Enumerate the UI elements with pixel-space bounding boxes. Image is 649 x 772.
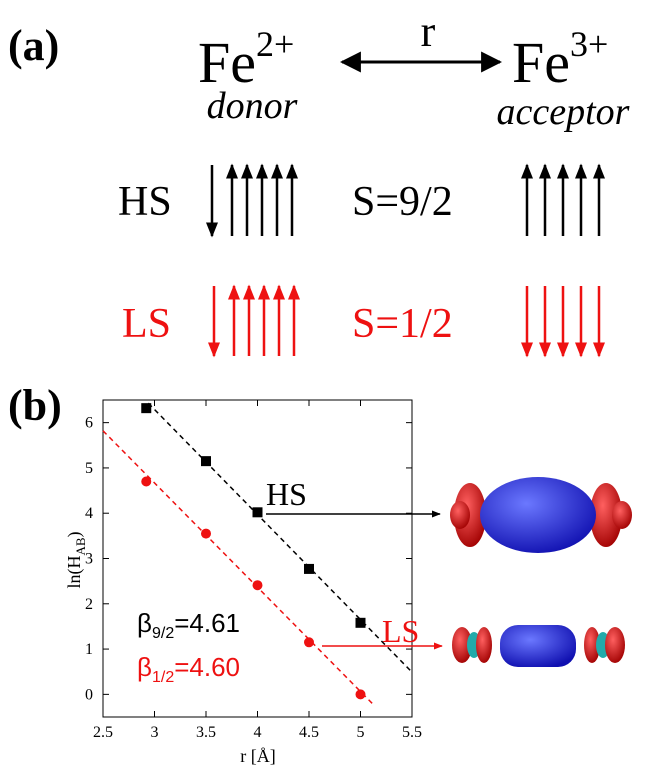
data-point — [141, 477, 151, 487]
distance-label: r — [421, 7, 436, 56]
x-axis-label: r [Å] — [240, 746, 275, 766]
y-tick-label: 2 — [85, 596, 93, 613]
x-tick-label: 4.5 — [299, 724, 319, 741]
data-point — [356, 618, 366, 628]
panel-label: (b) — [8, 381, 62, 430]
data-point — [253, 507, 263, 517]
x-tick-label: 4 — [254, 724, 262, 741]
acceptor-ion: Fe3+ — [512, 24, 608, 95]
data-point — [141, 403, 151, 413]
x-tick-label: 3.5 — [196, 724, 216, 741]
acceptor-label: acceptor — [497, 91, 630, 133]
data-point — [253, 580, 263, 590]
y-tick-label: 1 — [85, 641, 93, 658]
x-tick-label: 5.5 — [402, 724, 422, 741]
x-tick-label: 5 — [357, 724, 365, 741]
ls-label: LS — [122, 301, 171, 347]
hs-spin: S=9/2 — [352, 179, 453, 225]
data-point — [201, 456, 211, 466]
hs-orbital — [450, 477, 632, 553]
ls-spin: S=1/2 — [352, 301, 453, 347]
beta-annotation: β1/2=4.60 — [137, 652, 240, 686]
x-tick-label: 3 — [151, 724, 159, 741]
series-label: HS — [266, 476, 307, 512]
data-point — [356, 689, 366, 699]
data-point — [201, 529, 211, 539]
beta-annotation: β9/2=4.61 — [137, 608, 240, 642]
panel-label: (a) — [8, 21, 59, 70]
x-tick-label: 2.5 — [93, 724, 113, 741]
y-tick-label: 5 — [85, 460, 93, 477]
figure: (a) Fe2+ Fe3+ r donor acceptor HS S=9/2 … — [0, 0, 649, 772]
y-tick-label: 0 — [85, 686, 93, 703]
y-tick-label: 4 — [85, 505, 93, 522]
series-label: LS — [382, 613, 419, 649]
y-tick-label: 3 — [85, 551, 93, 568]
data-point — [304, 637, 314, 647]
hs-label: HS — [118, 179, 172, 225]
donor-label: donor — [207, 85, 298, 127]
y-tick-label: 6 — [85, 415, 93, 432]
ls-orbital — [452, 625, 625, 667]
data-point — [304, 564, 314, 574]
